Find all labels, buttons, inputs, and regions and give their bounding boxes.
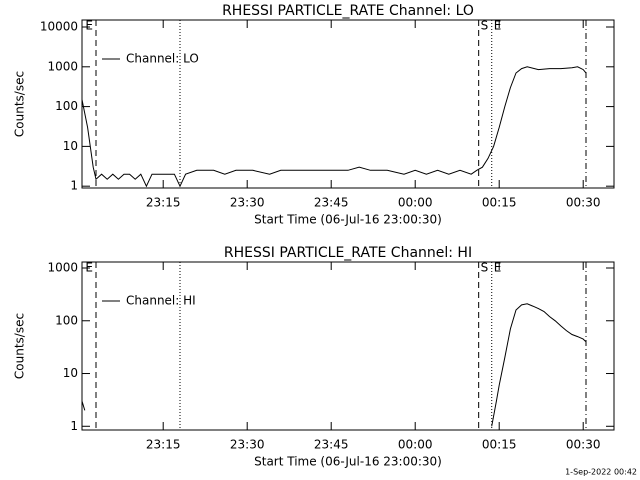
x-tick-label: 23:45 bbox=[314, 196, 349, 210]
x-tick-label: 00:30 bbox=[566, 438, 601, 452]
y-axis-label: Counts/sec bbox=[13, 313, 27, 379]
data-line bbox=[81, 66, 587, 188]
chart-title: RHESSI PARTICLE_RATE Channel: LO bbox=[222, 3, 474, 19]
x-tick-label: 00:15 bbox=[482, 196, 517, 210]
annotation: E bbox=[494, 261, 502, 275]
y-tick-label: 1 bbox=[70, 179, 78, 193]
annotation: S bbox=[481, 261, 489, 275]
y-tick-label: 1000 bbox=[47, 261, 78, 275]
annotation: S bbox=[481, 19, 489, 33]
x-tick-label: 23:15 bbox=[146, 438, 181, 452]
chart-title: RHESSI PARTICLE_RATE Channel: HI bbox=[224, 245, 472, 261]
plot-frame bbox=[81, 261, 615, 431]
x-tick-label: 23:30 bbox=[230, 196, 265, 210]
plot-frame bbox=[81, 19, 615, 189]
x-tick-label: 00:00 bbox=[398, 438, 433, 452]
x-tick-label: 00:15 bbox=[482, 438, 517, 452]
y-tick-label: 10 bbox=[63, 366, 78, 380]
x-tick-label: 00:30 bbox=[566, 196, 601, 210]
x-axis-label: Start Time (06-Jul-16 23:00:30) bbox=[254, 213, 442, 227]
data-line bbox=[81, 303, 587, 427]
x-tick-label: 00:00 bbox=[398, 196, 433, 210]
annotation: E bbox=[85, 19, 93, 33]
y-tick-label: 100 bbox=[55, 313, 78, 327]
y-axis-label: Counts/sec bbox=[13, 71, 27, 137]
x-tick-label: 23:45 bbox=[314, 438, 349, 452]
x-tick-label: 23:15 bbox=[146, 196, 181, 210]
x-axis-label: Start Time (06-Jul-16 23:00:30) bbox=[254, 455, 442, 469]
y-tick-label: 1 bbox=[70, 419, 78, 433]
y-tick-label: 10000 bbox=[40, 20, 78, 34]
legend-label: Channel: LO bbox=[126, 52, 199, 66]
legend-label: Channel: HI bbox=[126, 294, 196, 308]
annotation: E bbox=[85, 261, 93, 275]
y-tick-label: 10 bbox=[63, 139, 78, 153]
annotation: E bbox=[494, 19, 502, 33]
footer: 1-Sep-2022 00:42 bbox=[565, 468, 637, 477]
y-tick-label: 100 bbox=[55, 99, 78, 113]
y-tick-label: 1000 bbox=[47, 59, 78, 73]
x-tick-label: 23:30 bbox=[230, 438, 265, 452]
